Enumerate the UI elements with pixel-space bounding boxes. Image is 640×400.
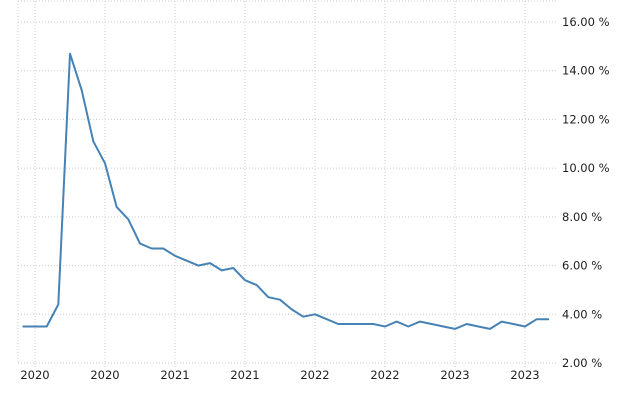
x-tick-label: 2022 — [300, 368, 329, 382]
x-axis-labels: 2020 2020 2021 2021 2022 2022 2023 2023 — [20, 368, 539, 382]
y-tick-label: 2.00 % — [562, 356, 602, 370]
gridlines — [17, 0, 558, 367]
y-tick-label: 12.00 % — [562, 112, 610, 126]
x-tick-label: 2022 — [370, 368, 399, 382]
y-tick-label: 14.00 % — [562, 64, 610, 78]
y-tick-label: 8.00 % — [562, 210, 602, 224]
x-tick-label: 2023 — [440, 368, 469, 382]
x-tick-label: 2021 — [230, 368, 259, 382]
x-tick-label: 2020 — [90, 368, 119, 382]
series-line — [22, 52, 550, 330]
x-tick-label: 2021 — [160, 368, 189, 382]
y-tick-label: 16.00 % — [562, 15, 610, 29]
y-tick-label: 10.00 % — [562, 161, 610, 175]
y-tick-label: 6.00 % — [562, 259, 602, 273]
x-tick-label: 2023 — [510, 368, 539, 382]
y-axis-labels: 16.00 % 14.00 % 12.00 % 10.00 % 8.00 % 6.00 %… — [562, 15, 610, 370]
y-tick-label: 4.00 % — [562, 307, 602, 321]
x-tick-label: 2020 — [20, 368, 49, 382]
